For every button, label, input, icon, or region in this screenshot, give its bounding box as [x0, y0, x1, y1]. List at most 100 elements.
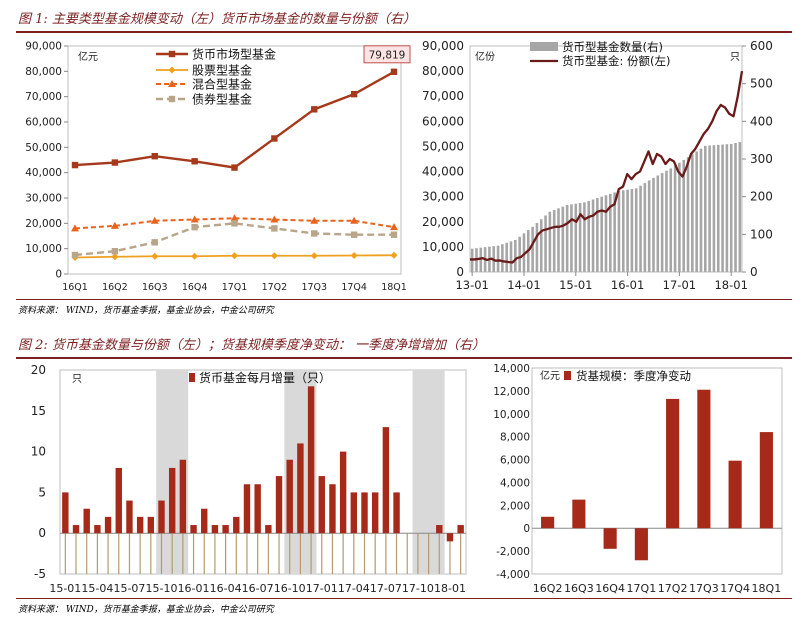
y-right-tick-label: 100: [750, 227, 773, 241]
y-right-tick-label: 0: [750, 265, 758, 279]
x-tick-label: 15-04: [81, 582, 113, 595]
x-tick-label: 16Q2: [533, 582, 563, 595]
count-bar: [738, 142, 742, 272]
count-bar: [712, 145, 716, 272]
data-point: [231, 252, 238, 260]
increase-bar: [147, 516, 155, 534]
count-bar: [665, 170, 668, 272]
data-point: [230, 214, 239, 222]
data-point: [310, 252, 318, 260]
count-bar: [479, 247, 483, 272]
x-tick-label: 17-10: [402, 582, 434, 595]
y-left-tick-label: 90,000: [422, 39, 464, 53]
count-bar: [565, 204, 569, 272]
increase-bar: [318, 476, 325, 534]
x-tick-label: 15-01: [49, 582, 81, 595]
count-bar: [596, 198, 599, 272]
increase-bar: [158, 500, 165, 534]
count-bar: [643, 183, 647, 272]
increase-bar: [329, 484, 336, 534]
legend-marker: [168, 50, 176, 58]
data-point: [310, 216, 319, 224]
increase-bar: [62, 492, 69, 534]
increase-bar: [339, 451, 347, 534]
data-point: [311, 230, 318, 237]
increase-bar: [297, 443, 304, 534]
data-point: [191, 223, 198, 231]
legend-marker: [168, 80, 176, 87]
x-tick-label: 18-01: [434, 582, 466, 595]
increase-bar: [94, 525, 101, 534]
plot-frame: [67, 45, 402, 275]
increase-bar: [72, 525, 80, 534]
count-bar: [626, 189, 629, 272]
x-tick-label: 15-07: [113, 582, 145, 595]
y-tick-label: 30,000: [25, 193, 62, 205]
increase-bar: [286, 459, 293, 534]
x-tick-label: 16-07: [242, 582, 274, 595]
x-tick-label: 16Q4: [182, 282, 208, 293]
x-tick-label: 17Q1: [627, 582, 657, 595]
count-bar: [600, 196, 603, 272]
count-bar: [583, 202, 586, 272]
figure2-source: 资料来源： WIND，货币基金季报，基金业协会，中金公司研究: [18, 605, 274, 615]
x-tick-label: 16Q1: [62, 282, 88, 293]
x-tick-label: 16Q4: [595, 582, 625, 595]
increase-bar: [201, 508, 208, 534]
count-bar: [604, 195, 608, 272]
count-bar: [647, 180, 651, 272]
legend-label: 债券型基金: [192, 92, 252, 107]
data-point: [151, 239, 158, 246]
increase-bar: [136, 516, 144, 534]
y-tick-label: 10,000: [493, 409, 530, 421]
data-point: [390, 231, 398, 238]
x-tick-label: 16-04: [210, 582, 242, 595]
y-tick-label: 60,000: [25, 117, 62, 129]
y-tick-label: 12,000: [493, 386, 530, 398]
x-tick-label: 17-01: [663, 278, 696, 292]
count-bar: [578, 202, 582, 272]
increase-bar: [126, 500, 133, 534]
count-bar: [682, 159, 686, 272]
increase-bar: [393, 492, 400, 534]
legend-label-line: 货币型基金: 份额(左): [562, 54, 671, 68]
mmf-quarterly-change-chart: -4,000 -2,000 0 2,000 4,000 6,000 8,000 10,000 1…: [493, 363, 783, 595]
legend-label: 股票型基金: [192, 63, 252, 78]
count-bar: [548, 211, 552, 272]
x-tick-label: 16Q2: [102, 282, 128, 293]
y-right-tick-label: 200: [750, 190, 773, 204]
y-tick-label: 0: [55, 269, 62, 281]
value-callout: 79,819: [369, 49, 406, 61]
data-point: [311, 106, 318, 113]
x-tick-label: 18Q1: [381, 282, 407, 293]
count-bar: [539, 219, 543, 272]
y-tick-label: -4,000: [496, 569, 530, 581]
count-bar: [531, 226, 534, 272]
figure2-bottom-rule: [16, 598, 792, 599]
count-bar: [509, 241, 513, 272]
figure1-bottom-rule: [16, 299, 792, 300]
increase-bar: [371, 492, 379, 534]
count-bar: [544, 215, 547, 272]
count-bar: [634, 188, 638, 272]
data-point: [270, 215, 279, 223]
count-bar: [501, 244, 504, 272]
count-bar: [587, 200, 591, 272]
quarter-bar: [728, 460, 742, 529]
quarter-bar: [697, 389, 711, 529]
x-tick-label: 13-01: [455, 278, 488, 292]
y-tick-label: 50,000: [25, 142, 62, 154]
data-point: [151, 153, 158, 160]
count-bar: [669, 168, 673, 272]
legend-label: 混合型基金: [192, 77, 252, 92]
x-tick-label: 16-10: [274, 582, 306, 595]
y-tick-label: 90,000: [25, 41, 62, 53]
figure1-title: 图 1: 主要类型基金规模变动（左）货币市场基金的数量与份额（右）: [18, 12, 416, 27]
value-callout-box: [363, 45, 411, 64]
count-bar: [708, 145, 711, 272]
increase-bar: [382, 427, 390, 534]
count-bar: [570, 204, 573, 272]
series-line-3: [74, 217, 395, 230]
share-line: [470, 70, 744, 264]
